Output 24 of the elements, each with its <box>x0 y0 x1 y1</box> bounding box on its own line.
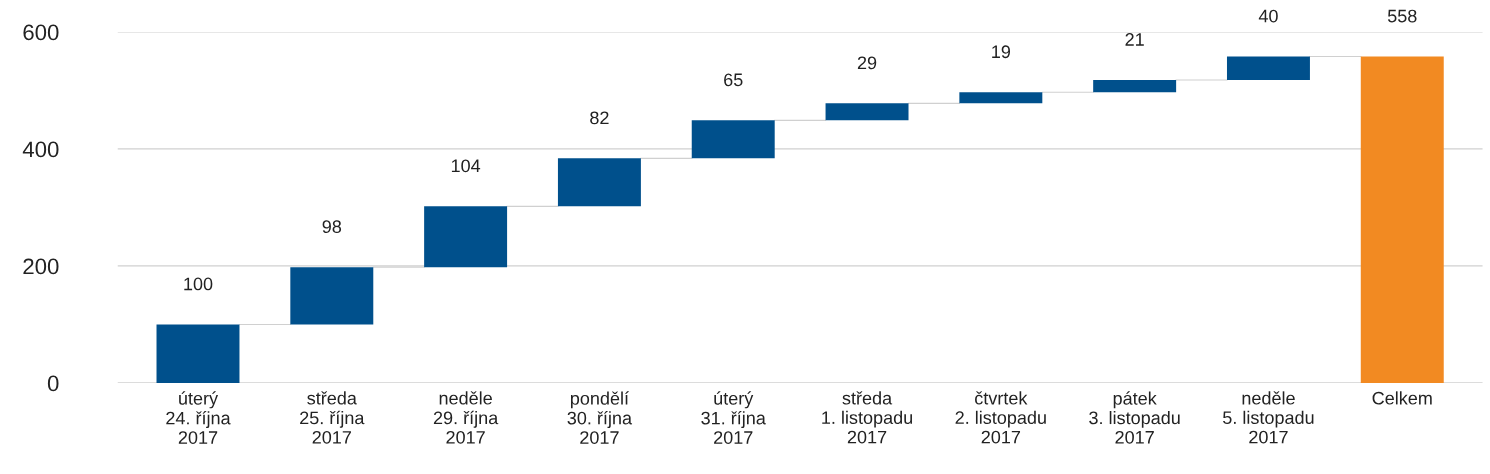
data-label: 82 <box>590 111 609 125</box>
y-tick-label: 200 <box>23 258 59 275</box>
x-tick-label: čtvrtek 2. listopadu 2017 <box>955 391 1046 444</box>
data-label: 104 <box>451 159 481 173</box>
data-label: 98 <box>322 220 342 234</box>
data-label: 65 <box>724 73 743 87</box>
data-label: 558 <box>1387 9 1417 23</box>
data-label: 21 <box>1125 33 1144 46</box>
y-tick-label: 600 <box>23 24 59 41</box>
x-tick-label: neděle 5. listopadu 2017 <box>1223 391 1314 444</box>
x-tick-label: úterý 24. října 2017 <box>166 391 231 444</box>
data-label: 100 <box>184 277 213 291</box>
x-tick-label: neděle 29. října 2017 <box>433 391 499 444</box>
data-label: 40 <box>1258 9 1278 23</box>
x-tick-label: středa 1. listopadu 2017 <box>822 391 913 444</box>
y-tick-label: 0 <box>47 375 59 392</box>
x-tick-label: úterý 31. října 2017 <box>701 391 766 444</box>
y-tick-label: 400 <box>22 141 59 158</box>
data-label: 19 <box>992 45 1011 59</box>
x-tick-label: Celkem <box>1372 391 1432 405</box>
x-tick-label: pondělí 30. října 2017 <box>567 391 633 444</box>
x-tick-label: středa 25. října 2017 <box>300 391 365 444</box>
x-tick-label: pátek 3. listopadu 2017 <box>1089 391 1180 444</box>
data-label: 29 <box>857 56 877 70</box>
